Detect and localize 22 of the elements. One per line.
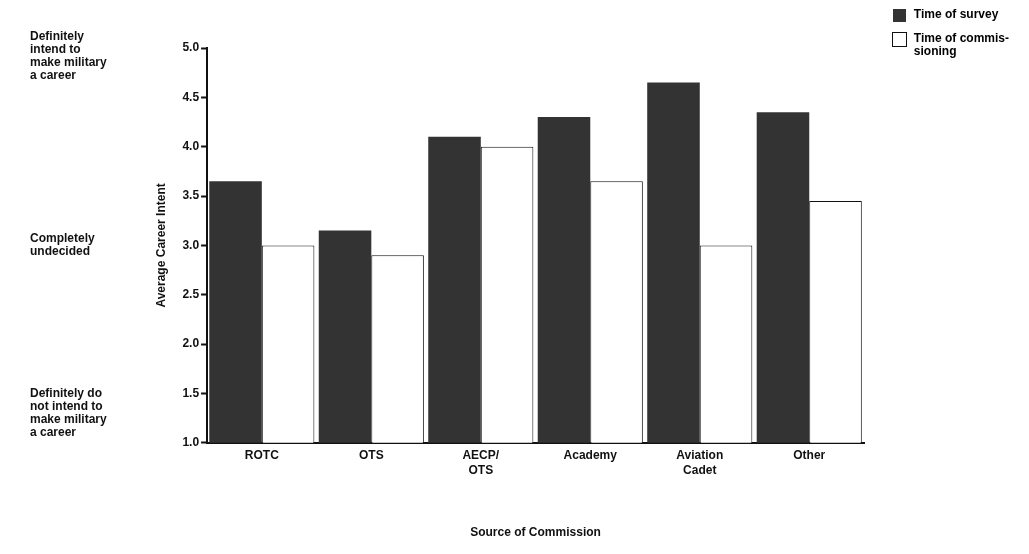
y-tick-label: 5.0 [182,40,200,55]
y-tick-label: 3.0 [182,237,200,252]
y-tick-label: 2.0 [182,336,200,351]
x-tick-label: Academy [563,448,618,463]
x-tick-label: Aviation Cadet [676,448,724,477]
y-tick-label: 2.5 [182,287,200,302]
text: Definitely do not intend to make military a career [30,385,107,439]
text: Time of commis- sioning [913,31,1009,58]
y-tick-label: 3.5 [182,188,200,203]
y-axis-title: Average Career Intent [153,183,168,308]
text: Definitely intend to make military a career [30,29,107,82]
y-tick-label: 1.5 [182,385,200,400]
legend-label: Time of survey [913,7,999,21]
y-tick-label: 4.0 [182,139,200,154]
x-tick-label: AECP/ OTS [462,448,500,477]
x-tick-label: ROTC [244,448,280,463]
y-tick-label: 4.5 [182,89,200,104]
text: Completely undecided [30,231,95,259]
x-tick-label: OTS [358,448,384,463]
x-tick-label: Other [793,448,826,463]
y-tick-label: 1.0 [182,435,200,450]
x-axis-title: Source of Commission [470,525,601,540]
